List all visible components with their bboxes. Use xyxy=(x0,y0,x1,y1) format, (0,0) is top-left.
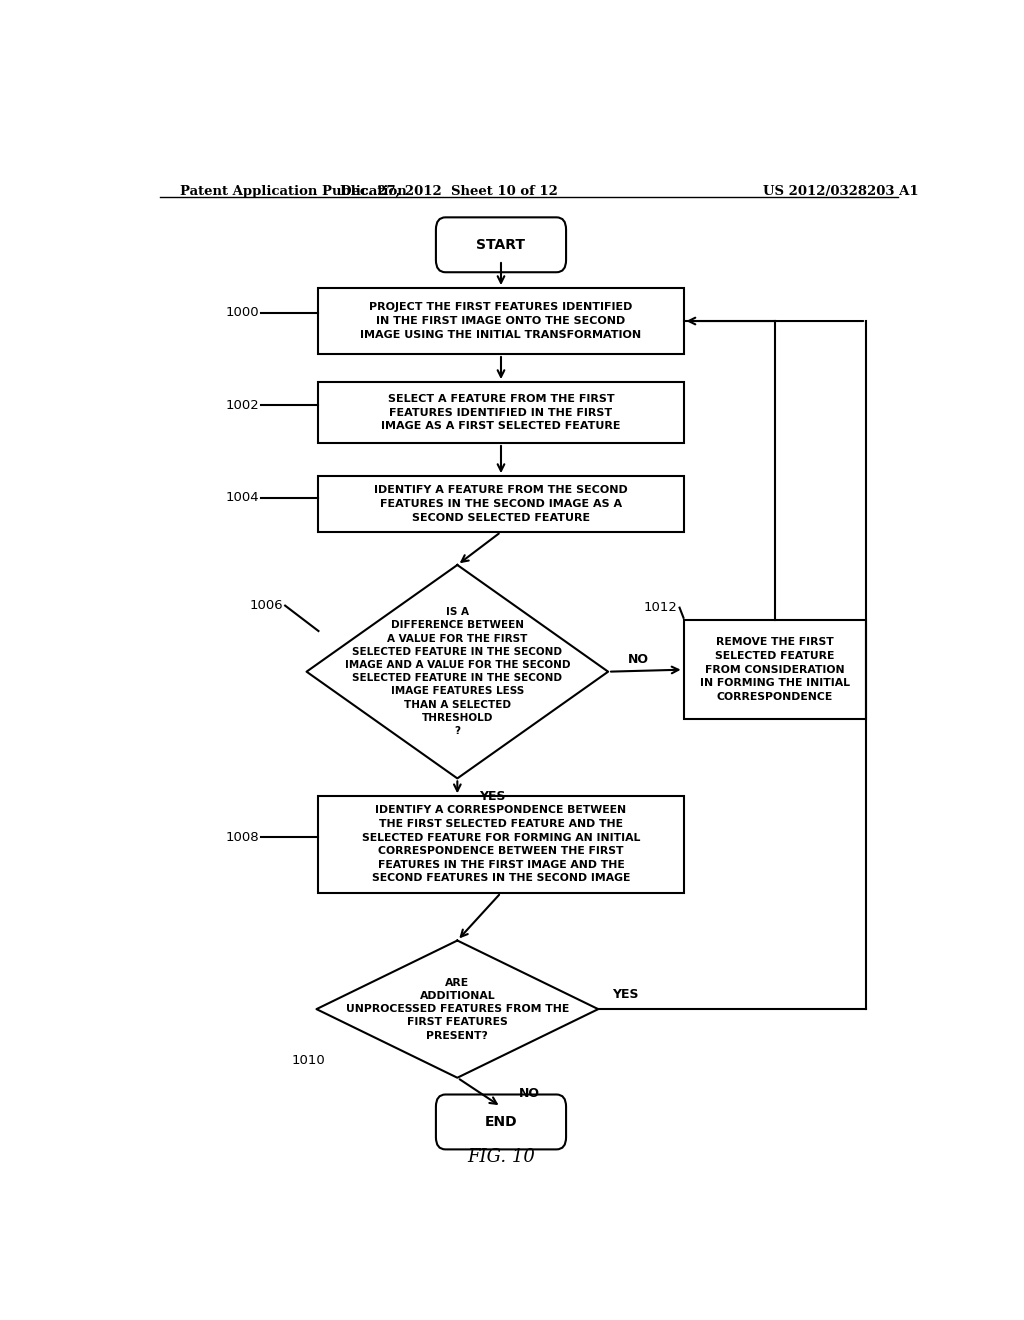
Text: 1008: 1008 xyxy=(225,830,259,843)
Text: SELECT A FEATURE FROM THE FIRST
FEATURES IDENTIFIED IN THE FIRST
IMAGE AS A FIRS: SELECT A FEATURE FROM THE FIRST FEATURES… xyxy=(381,393,621,432)
Text: PROJECT THE FIRST FEATURES IDENTIFIED
IN THE FIRST IMAGE ONTO THE SECOND
IMAGE U: PROJECT THE FIRST FEATURES IDENTIFIED IN… xyxy=(360,302,642,339)
FancyBboxPatch shape xyxy=(318,796,684,892)
Text: 1010: 1010 xyxy=(291,1055,325,1068)
Text: FIG. 10: FIG. 10 xyxy=(467,1147,535,1166)
Text: Dec. 27, 2012  Sheet 10 of 12: Dec. 27, 2012 Sheet 10 of 12 xyxy=(340,185,558,198)
Polygon shape xyxy=(316,941,598,1077)
Text: END: END xyxy=(484,1115,517,1129)
Text: IDENTIFY A FEATURE FROM THE SECOND
FEATURES IN THE SECOND IMAGE AS A
SECOND SELE: IDENTIFY A FEATURE FROM THE SECOND FEATU… xyxy=(374,486,628,523)
FancyBboxPatch shape xyxy=(436,218,566,272)
Text: REMOVE THE FIRST
SELECTED FEATURE
FROM CONSIDERATION
IN FORMING THE INITIAL
CORR: REMOVE THE FIRST SELECTED FEATURE FROM C… xyxy=(699,638,850,702)
Text: 1000: 1000 xyxy=(225,306,259,319)
Text: IDENTIFY A CORRESPONDENCE BETWEEN
THE FIRST SELECTED FEATURE AND THE
SELECTED FE: IDENTIFY A CORRESPONDENCE BETWEEN THE FI… xyxy=(361,805,640,883)
Text: NO: NO xyxy=(518,1088,540,1101)
Text: 1004: 1004 xyxy=(225,491,259,504)
Text: YES: YES xyxy=(612,989,639,1002)
Text: ARE
ADDITIONAL
UNPROCESSED FEATURES FROM THE
FIRST FEATURES
PRESENT?: ARE ADDITIONAL UNPROCESSED FEATURES FROM… xyxy=(346,978,569,1040)
FancyBboxPatch shape xyxy=(318,381,684,444)
Text: YES: YES xyxy=(479,791,506,803)
Text: 1006: 1006 xyxy=(249,599,283,612)
Text: IS A
DIFFERENCE BETWEEN
A VALUE FOR THE FIRST
SELECTED FEATURE IN THE SECOND
IMA: IS A DIFFERENCE BETWEEN A VALUE FOR THE … xyxy=(345,607,570,737)
Text: START: START xyxy=(476,238,525,252)
FancyBboxPatch shape xyxy=(318,288,684,354)
Text: 1002: 1002 xyxy=(225,399,259,412)
Polygon shape xyxy=(306,565,608,779)
FancyBboxPatch shape xyxy=(684,620,866,719)
FancyBboxPatch shape xyxy=(318,477,684,532)
Text: Patent Application Publication: Patent Application Publication xyxy=(179,185,407,198)
Text: 1012: 1012 xyxy=(643,601,677,614)
FancyBboxPatch shape xyxy=(436,1094,566,1150)
Text: NO: NO xyxy=(628,653,649,667)
Text: US 2012/0328203 A1: US 2012/0328203 A1 xyxy=(763,185,919,198)
